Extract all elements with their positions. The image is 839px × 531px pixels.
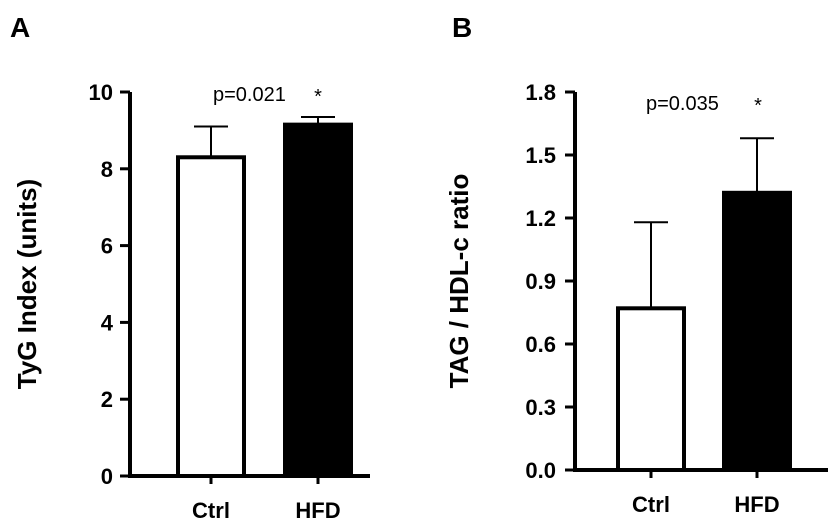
significance-marker: * <box>314 86 322 108</box>
chart-panel-b: B TAG / HDL-c ratio Ctrl HFD 0.0 0.3 0.6 0.9 1.2… <box>444 12 828 517</box>
panel-letter: B <box>452 12 472 43</box>
y-tick-label: 0.0 <box>525 458 556 483</box>
p-value-label: p=0.021 <box>213 84 286 106</box>
bar-hfd <box>722 190 792 473</box>
y-tick-label: 0.3 <box>525 395 556 420</box>
y-tick-label: 0.6 <box>525 332 556 357</box>
y-tick-label: 4 <box>101 310 114 335</box>
y-tick-label: 1.5 <box>525 143 556 168</box>
y-tick-label: 1.2 <box>525 206 556 231</box>
x-tick-label: Ctrl <box>192 498 230 523</box>
bar-ctrl <box>616 306 686 472</box>
bar-hfd <box>283 122 353 478</box>
bar-ctrl <box>176 155 246 478</box>
y-tick-label: 6 <box>101 234 113 259</box>
y-tick-label: 0.9 <box>525 269 556 294</box>
y-axis-title: TyG Index (units) <box>12 179 42 389</box>
y-tick-label: 8 <box>101 157 113 182</box>
significance-marker: * <box>754 95 762 117</box>
y-tick-label: 2 <box>101 387 113 412</box>
y-tick-label: 10 <box>89 80 113 105</box>
panel-letter: A <box>10 12 30 43</box>
p-value-label: p=0.035 <box>646 93 719 115</box>
y-axis-title: TAG / HDL-c ratio <box>444 174 474 389</box>
x-tick-label: Ctrl <box>632 492 670 517</box>
y-tick-label: 0 <box>101 464 113 489</box>
x-tick-label: HFD <box>734 492 779 517</box>
x-tick-label: HFD <box>295 498 340 523</box>
y-tick-label: 1.8 <box>525 80 556 105</box>
chart-panel-a: A TyG Index (units) Ctrl HFD 0 2 4 6 8 10 p=0.021 * <box>10 12 370 523</box>
